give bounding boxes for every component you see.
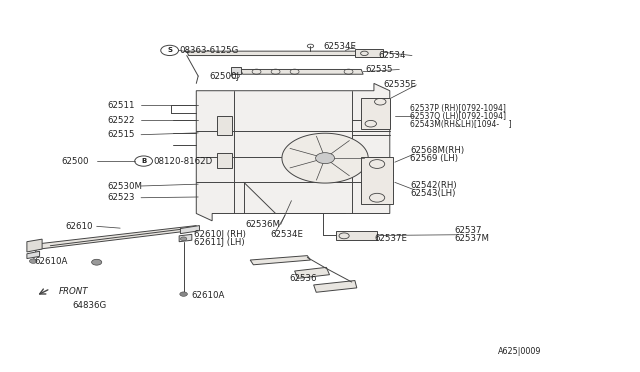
Polygon shape [179,234,192,242]
Polygon shape [241,70,363,74]
Text: B: B [141,158,147,164]
Circle shape [316,153,335,164]
Text: 62511: 62511 [108,101,135,110]
Text: 62537M: 62537M [454,234,490,243]
Text: A625|0009: A625|0009 [498,347,541,356]
Text: 62610A: 62610A [35,257,68,266]
Text: 62610A: 62610A [192,291,225,301]
Text: 62536M: 62536M [245,220,280,229]
Text: 62535: 62535 [365,65,393,74]
Text: 62523: 62523 [108,193,135,202]
Polygon shape [196,83,390,221]
Text: S: S [167,47,172,54]
Polygon shape [282,133,368,183]
Polygon shape [361,98,390,129]
Polygon shape [217,153,232,168]
Polygon shape [27,251,40,259]
Text: 62534E: 62534E [271,230,303,239]
Polygon shape [180,225,200,234]
Text: 62535E: 62535E [383,80,417,89]
Text: 62515: 62515 [108,130,135,139]
Text: FRONT: FRONT [59,287,88,296]
Circle shape [92,259,102,265]
Text: 08363-6125G: 08363-6125G [179,46,239,55]
Text: 62534: 62534 [378,51,406,60]
Text: 64836G: 64836G [72,301,107,310]
Polygon shape [361,157,393,204]
Text: 62500J: 62500J [209,71,239,81]
Polygon shape [217,116,232,135]
Text: 62543M(RH&LH)[1094-    ]: 62543M(RH&LH)[1094- ] [410,120,512,129]
Polygon shape [336,231,377,240]
Text: 62537: 62537 [454,226,482,235]
Polygon shape [231,67,241,74]
Text: 62542(RH): 62542(RH) [410,181,457,190]
Text: 62530M: 62530M [108,182,143,190]
Text: 62611J (LH): 62611J (LH) [195,238,245,247]
Text: 08120-8162D: 08120-8162D [154,157,213,166]
Polygon shape [294,267,330,278]
Text: 62537Q (LH)[0792-1094]: 62537Q (LH)[0792-1094] [410,112,506,121]
Text: 62610J (RH): 62610J (RH) [195,230,246,239]
Polygon shape [187,51,382,55]
Text: 62610: 62610 [65,222,92,231]
Text: 62543(LH): 62543(LH) [410,189,456,198]
Polygon shape [38,225,196,249]
Polygon shape [250,256,310,265]
Circle shape [180,237,187,241]
Polygon shape [355,49,383,57]
Text: 62500: 62500 [61,157,89,166]
Text: 62522: 62522 [108,116,135,125]
Polygon shape [314,280,356,292]
Text: 62536: 62536 [289,274,317,283]
Circle shape [180,292,188,296]
Text: 62537P (RH)[0792-1094]: 62537P (RH)[0792-1094] [410,104,506,113]
Text: 62537E: 62537E [374,234,407,243]
Circle shape [29,259,37,263]
Text: 62568M(RH): 62568M(RH) [410,145,464,155]
Text: 62534E: 62534E [323,42,356,51]
Text: 62569 (LH): 62569 (LH) [410,154,458,163]
Polygon shape [27,239,42,252]
